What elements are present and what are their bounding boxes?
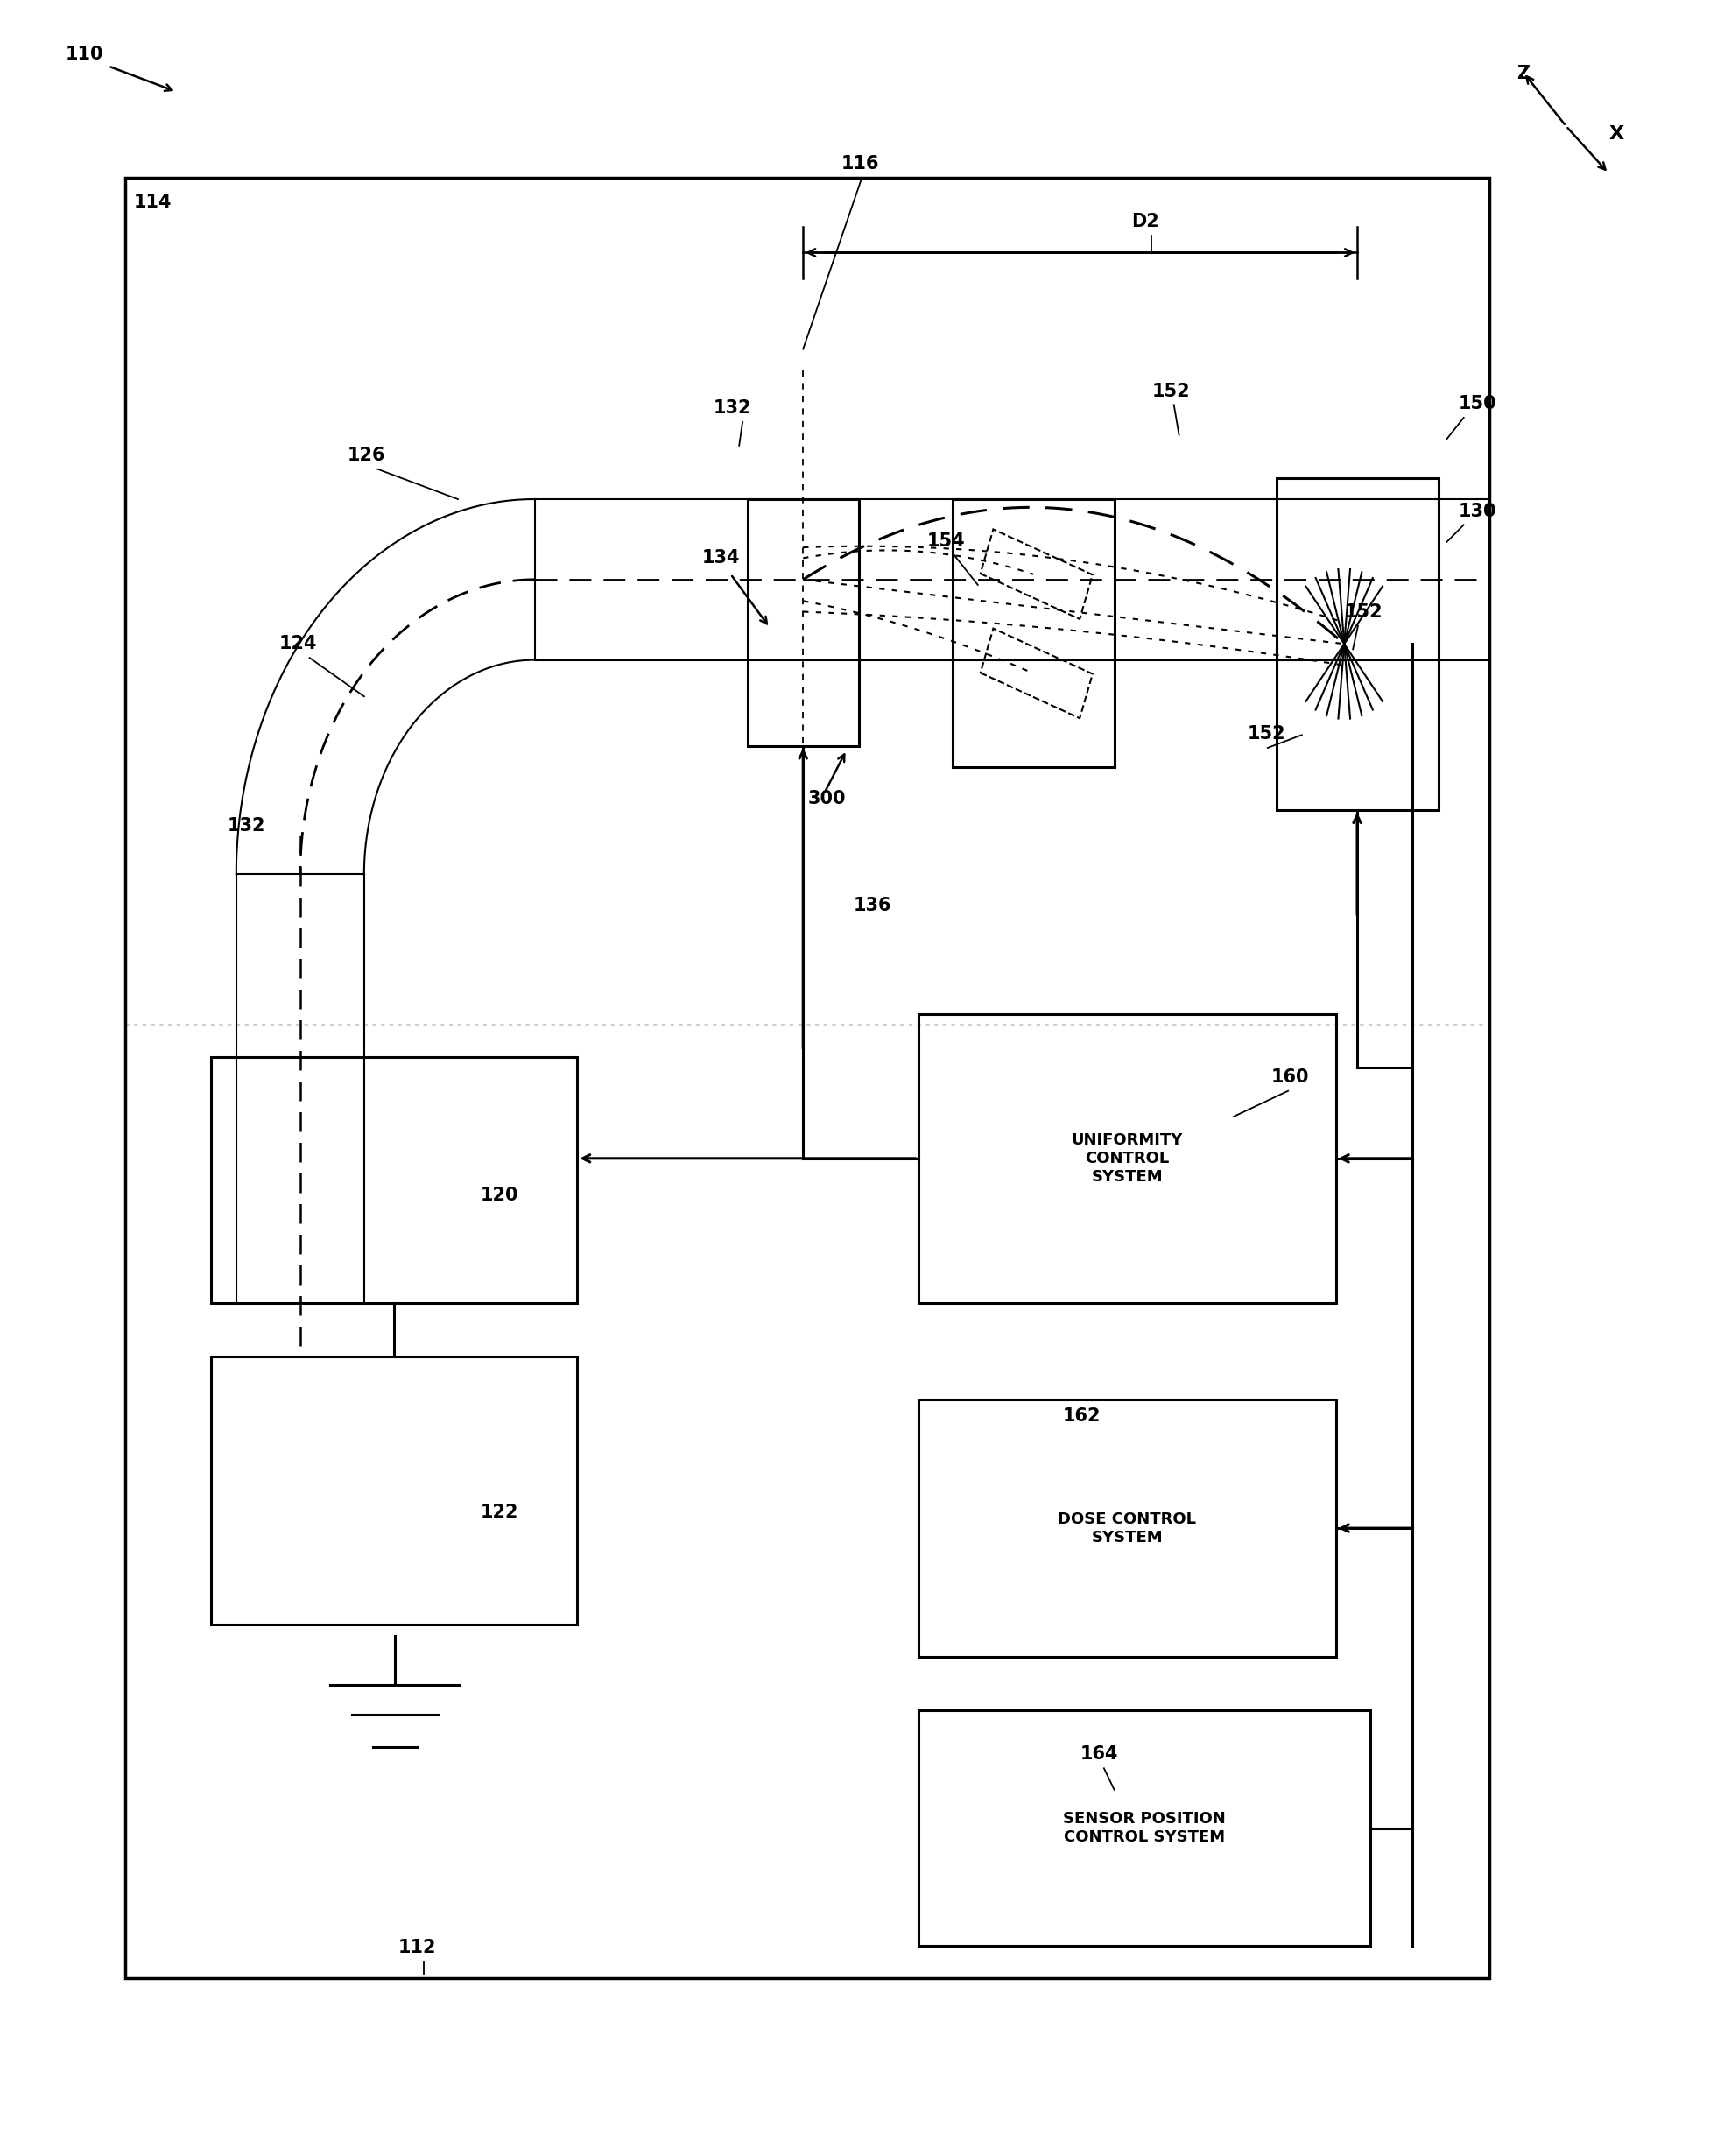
Bar	[125, 177, 1489, 1979]
Bar	[211, 1356, 577, 1626]
Text: 116: 116	[841, 155, 879, 172]
Text: SENSOR POSITION
CONTROL SYSTEM: SENSOR POSITION CONTROL SYSTEM	[1063, 1811, 1226, 1846]
Text: 150: 150	[1459, 395, 1497, 412]
Text: 130: 130	[1459, 502, 1497, 520]
Text: D2: D2	[1132, 213, 1159, 231]
Bar	[211, 1056, 577, 1302]
Text: 136: 136	[853, 897, 891, 914]
Text: 120: 120	[481, 1186, 519, 1203]
Text: 134: 134	[702, 550, 740, 567]
Bar	[919, 1013, 1336, 1302]
Bar	[953, 500, 1114, 768]
Text: 160: 160	[1271, 1067, 1308, 1087]
Text: X: X	[1609, 125, 1624, 142]
Text: 152: 152	[1247, 724, 1286, 744]
Text: 122: 122	[481, 1503, 519, 1520]
Bar	[980, 627, 1092, 718]
Text: DOSE CONTROL
SYSTEM: DOSE CONTROL SYSTEM	[1058, 1511, 1197, 1546]
Bar	[1276, 479, 1439, 811]
Bar	[919, 1399, 1336, 1656]
Text: Z: Z	[1516, 65, 1530, 82]
Text: 154: 154	[927, 533, 965, 550]
Text: 126: 126	[347, 446, 385, 464]
Text: 114: 114	[134, 194, 172, 211]
Text: 132: 132	[714, 399, 752, 416]
Text: 164: 164	[1080, 1746, 1118, 1764]
Text: 132: 132	[228, 817, 266, 834]
Text: UNIFORMITY
CONTROL
SYSTEM: UNIFORMITY CONTROL SYSTEM	[1071, 1132, 1183, 1184]
Text: 110: 110	[65, 45, 103, 63]
Text: 162: 162	[1063, 1408, 1101, 1425]
Bar	[980, 530, 1092, 619]
Text: 112: 112	[398, 1938, 436, 1955]
Bar	[919, 1710, 1370, 1947]
Text: 152: 152	[1344, 604, 1382, 621]
Text: 300: 300	[807, 789, 845, 806]
Bar	[747, 500, 858, 746]
Text: 152: 152	[1152, 382, 1190, 399]
Text: 124: 124	[278, 636, 318, 653]
